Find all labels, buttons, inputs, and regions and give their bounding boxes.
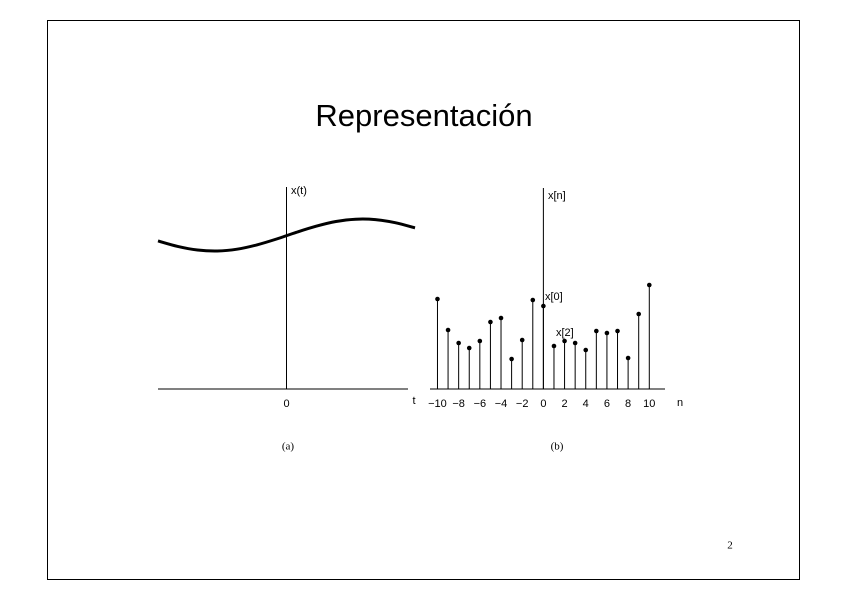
x-tick-label: −8 (452, 398, 465, 410)
stem-marker (456, 340, 461, 346)
caption: (a) (282, 441, 295, 453)
page-number: 2 (727, 540, 733, 552)
stem-marker (551, 343, 557, 349)
x-tick-label: 10 (643, 398, 655, 410)
stem-marker (594, 328, 599, 334)
stem-marker (636, 311, 641, 317)
stem-marker (509, 356, 514, 362)
y-axis-label: x(t) (291, 185, 307, 197)
stem-marker (583, 347, 589, 353)
slide-title: Representación (315, 98, 532, 133)
x-axis-label: n (677, 397, 683, 409)
y-axis-label: x[n] (548, 190, 566, 202)
caption: (b) (551, 441, 564, 453)
x-tick-label: 6 (604, 398, 610, 410)
annotation: x[0] (545, 291, 563, 303)
annotation: x[2] (556, 327, 574, 339)
x-tick-label: 0 (540, 398, 546, 410)
stem-marker (488, 319, 493, 325)
stem-marker (445, 327, 451, 333)
stem-marker (435, 296, 440, 302)
stem-marker (615, 328, 620, 334)
stem-marker (519, 337, 525, 343)
x-tick-label: 0 (283, 398, 289, 410)
stem-marker (562, 338, 567, 344)
stem-marker (466, 345, 472, 351)
x-tick-label: 2 (562, 398, 568, 410)
x-tick-label: 4 (583, 398, 589, 410)
stem-marker (498, 315, 504, 321)
x-tick-label: −10 (428, 398, 447, 410)
stem-marker (646, 282, 652, 288)
x-tick-label: −6 (474, 398, 487, 410)
slide-border (47, 20, 800, 580)
stem-marker (530, 297, 536, 303)
stem-marker (604, 330, 610, 336)
signal-line (157, 217, 416, 253)
x-axis-label: t (412, 395, 415, 407)
stem-marker (541, 303, 546, 309)
x-tick-label: 8 (625, 398, 631, 410)
stem-marker (477, 338, 483, 344)
stem-marker (572, 340, 578, 346)
x-tick-label: −4 (495, 398, 508, 410)
stem-marker (625, 355, 631, 361)
x-tick-label: −2 (516, 398, 529, 410)
